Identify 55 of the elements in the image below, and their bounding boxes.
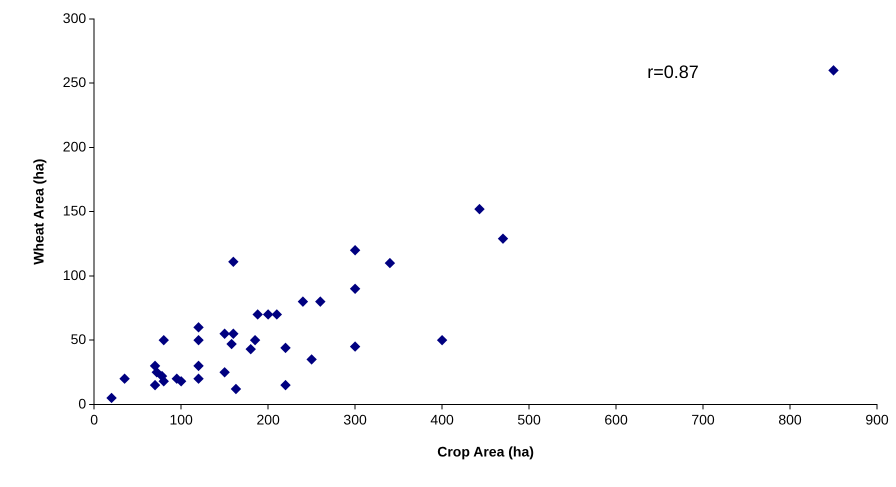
point: [306, 354, 317, 364]
point: [437, 335, 448, 346]
y-axis-title: Wheat Area (ha): [30, 158, 46, 265]
point: [315, 296, 326, 307]
point: [230, 384, 241, 394]
y-tick-label: 200: [62, 138, 86, 154]
y-tick-label: 300: [62, 10, 86, 26]
point: [120, 374, 130, 384]
point: [158, 335, 169, 346]
point: [350, 284, 360, 294]
point: [228, 328, 238, 339]
point: [106, 392, 117, 403]
point: [150, 380, 160, 390]
x-tick-label: 300: [343, 412, 367, 428]
y-tick-label: 50: [70, 331, 86, 348]
point: [226, 339, 237, 350]
point: [194, 322, 204, 332]
point: [194, 374, 204, 384]
x-tick-label: 900: [865, 412, 889, 428]
x-tick-label: 700: [691, 412, 715, 428]
point: [498, 234, 508, 244]
y-tick-label: 250: [62, 74, 86, 90]
point: [246, 344, 256, 354]
point: [250, 335, 260, 346]
x-tick-label: 600: [604, 412, 628, 428]
point: [280, 342, 291, 353]
point: [474, 204, 484, 214]
x-tick-label: 800: [778, 412, 802, 428]
x-tick-label: 100: [169, 412, 194, 428]
point: [152, 367, 162, 378]
x-tick-label: 0: [90, 412, 98, 428]
point: [350, 245, 360, 256]
point: [194, 360, 204, 371]
point: [252, 309, 263, 320]
point: [220, 367, 230, 378]
point: [194, 335, 204, 346]
y-tick-label: 150: [62, 202, 86, 219]
point: [350, 342, 360, 352]
point: [220, 328, 230, 339]
point: [384, 258, 395, 268]
x-tick-label: 400: [430, 412, 454, 428]
x-tick-label: 500: [517, 412, 541, 428]
point: [280, 380, 291, 390]
annotation: r=0.87: [647, 62, 699, 82]
point: [298, 296, 308, 307]
point: [157, 371, 168, 382]
point: [263, 309, 274, 320]
point: [828, 65, 839, 76]
point: [176, 376, 186, 386]
y-tick-label: 0: [78, 395, 86, 412]
x-axis-title: Crop Area (ha): [437, 443, 534, 460]
point: [272, 309, 282, 320]
point: [228, 256, 238, 267]
x-tick-label: 200: [256, 412, 280, 428]
y-tick-label: 100: [62, 266, 86, 283]
